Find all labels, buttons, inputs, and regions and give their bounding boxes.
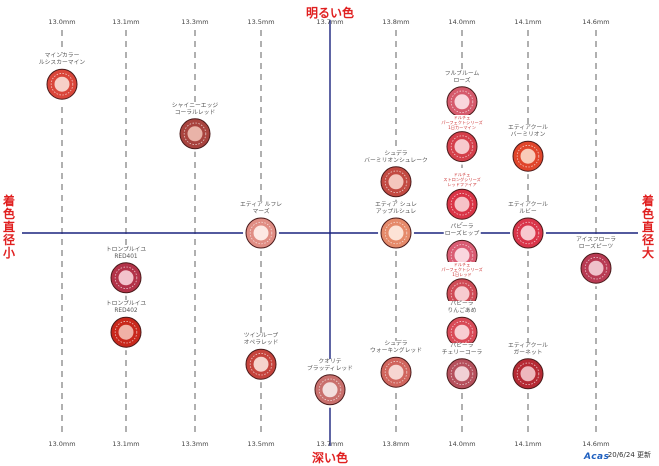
left-axis-label: 着色直径 小 [2, 194, 15, 260]
tick-label-top: 14.0mm [448, 18, 476, 26]
lens-center [388, 174, 404, 190]
lens-name-label: ドルチェ ストロングシリーズ レッドファイア [442, 172, 482, 188]
lens-name-label: エティアクール バーミリオン [507, 125, 549, 140]
tick-label-top: 14.6mm [582, 18, 610, 26]
lens-name-label: エティアクール ガーネット [507, 342, 549, 357]
lens-pattern [183, 122, 207, 146]
tick-label-bottom: 13.5mm [247, 440, 275, 448]
bottom-axis-label: 深い色 [312, 451, 349, 465]
lens-name-label: パピーラ チェリーコーラ [440, 342, 484, 357]
lens-center [322, 382, 338, 398]
lens-center [454, 94, 470, 110]
top-axis-label: 明るい色 [306, 6, 355, 20]
lens-name-label: パピーラ りんごあめ [446, 301, 478, 316]
tick-label-top: 13.7mm [316, 18, 344, 26]
lens-pattern [450, 282, 474, 306]
lens-pattern [450, 321, 474, 344]
lens-name-label: アイスフローラ ローズピーツ [574, 237, 618, 252]
lens-center [520, 366, 536, 382]
lens-pattern [50, 72, 74, 96]
lens-center [520, 148, 536, 164]
lens-name-label: シュデラ ウォーキングレッド [369, 341, 423, 356]
lens-name-label: トロンプルイユ RED402 [104, 301, 148, 316]
lens-pattern [384, 221, 408, 245]
lens-name-label: ドルチェ パーフェクトシリーズ 1日レッド [440, 261, 484, 277]
lens-center [454, 247, 470, 263]
lens-pattern [450, 90, 474, 114]
tick-label-bottom: 13.3mm [181, 440, 209, 448]
updated-date: 20/6/24 更新 [607, 451, 651, 459]
lens-pattern [384, 361, 408, 384]
lens-pattern [516, 362, 540, 386]
lens-center [253, 225, 269, 241]
lens-pattern [318, 378, 342, 402]
lens-pattern [450, 135, 474, 158]
lens-name-label: エティア ルフレ マーズ [238, 202, 284, 216]
lens-center [54, 76, 70, 92]
lens-center [454, 324, 470, 340]
lens-center [388, 225, 404, 241]
tick-label-top: 13.3mm [181, 18, 209, 26]
lens-center [454, 286, 470, 302]
right-axis-label: 着色直径 大 [641, 194, 654, 260]
lens-pattern [114, 266, 138, 290]
lens-name-label: パピーラ ローズヒップ [443, 224, 481, 239]
lens-name-label: ドルチェ パーフェクトシリーズ 1日カーマイン [440, 114, 484, 130]
lens-pattern [249, 353, 273, 376]
lens-pattern [114, 321, 138, 344]
lens-center [588, 260, 604, 276]
brand-logo: Acas [584, 452, 610, 462]
tick-label-bottom: 14.0mm [448, 440, 476, 448]
lens-pattern [516, 144, 540, 168]
tick-label-top: 13.8mm [382, 18, 410, 26]
lens-pattern [450, 362, 474, 386]
lens-name-label: フルブルーム ローズ [443, 70, 481, 85]
tick-label-top: 13.1mm [112, 18, 140, 26]
lens-center [520, 225, 536, 241]
tick-label-bottom: 13.1mm [112, 440, 140, 448]
lens-name-label: クオリテ ブラッディレッド [306, 358, 354, 373]
tick-label-bottom: 14.6mm [582, 440, 610, 448]
lens-name-label: エティア シュレ アップルシュレ [374, 202, 418, 216]
lens-pattern [450, 192, 474, 216]
lens-name-label: シュデラ バーミリオンシュレーク [363, 150, 429, 165]
lens-name-label: トロンプルイユ RED401 [104, 246, 148, 261]
lens-name-label: ツインループ オペラレッド [242, 333, 280, 348]
lens-center [454, 366, 470, 382]
tick-label-bottom: 14.1mm [514, 440, 542, 448]
lens-center [118, 324, 134, 340]
lens-center [388, 364, 404, 380]
lens-pattern [450, 244, 474, 267]
tick-label-bottom: 13.7mm [316, 440, 344, 448]
tick-label-top: 13.0mm [48, 18, 76, 26]
lens-center [253, 356, 269, 372]
lens-center [454, 139, 470, 155]
tick-label-bottom: 13.8mm [382, 440, 410, 448]
tick-label-bottom: 13.0mm [48, 440, 76, 448]
lens-pattern [516, 221, 540, 245]
lens-name-label: エティアクール ルビー [507, 202, 549, 216]
lens-name-label: マインカラー ルシスカーマイン [37, 53, 87, 68]
lens-center [454, 196, 470, 212]
lens-center [118, 270, 134, 286]
lens-pattern [249, 221, 273, 245]
tick-label-top: 13.5mm [247, 18, 275, 26]
lens-pattern [584, 257, 608, 280]
tick-label-top: 14.1mm [514, 18, 542, 26]
lens-center [187, 126, 203, 142]
lens-name-label: シャイニーエッジ コーラルレッド [170, 102, 220, 117]
lens-pattern [384, 170, 408, 194]
